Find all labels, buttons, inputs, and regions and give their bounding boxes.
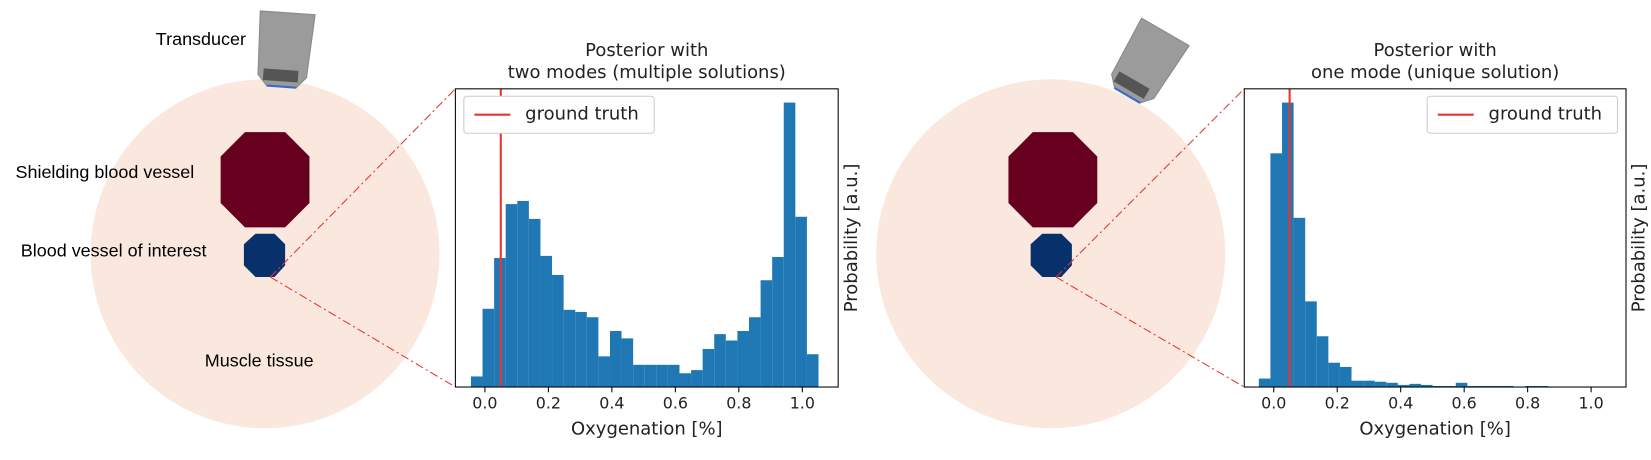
x-tick-label: 1.0	[1578, 393, 1603, 412]
legend-label: ground truth	[525, 104, 639, 125]
bar	[1363, 380, 1375, 388]
x-axis-label: Oxygenation [%]	[1359, 418, 1511, 439]
legend-box	[1426, 95, 1619, 134]
bar	[737, 330, 749, 388]
label: Muscle tissue	[205, 350, 314, 370]
label: Transducer	[156, 29, 246, 49]
transducer	[257, 10, 316, 89]
bar	[505, 204, 518, 388]
label: Shielding blood vessel	[15, 162, 194, 182]
phantom-left: Transducer Shielding blood vessel Blood …	[15, 10, 456, 429]
axes-frame	[1243, 88, 1627, 388]
bar	[772, 256, 784, 388]
legend-box	[463, 95, 655, 134]
bar	[621, 338, 634, 388]
zoom-line	[270, 276, 456, 388]
bar	[691, 370, 703, 388]
vessel-of-interest	[243, 233, 286, 278]
bar	[563, 309, 576, 388]
bar	[517, 200, 529, 388]
x-tick-label: 0.4	[1388, 393, 1413, 412]
bar	[633, 364, 645, 388]
transducer	[1111, 17, 1190, 104]
zoom-line	[1055, 88, 1245, 278]
x-tick-label: 0.6	[1452, 393, 1477, 412]
shielding-vessel	[1008, 132, 1098, 228]
bar	[1351, 380, 1364, 388]
chart-title: Posterior with	[585, 40, 708, 61]
bar	[1258, 378, 1271, 388]
chart-title: Posterior with	[1374, 40, 1497, 61]
bar	[1305, 301, 1317, 388]
bar	[1270, 153, 1283, 388]
bar	[575, 311, 587, 388]
bar	[586, 317, 599, 388]
bar	[1386, 382, 1398, 388]
bar	[1455, 382, 1468, 388]
bar	[552, 274, 564, 388]
x-tick-label: 1.0	[790, 393, 815, 412]
bar	[679, 373, 692, 388]
vessel-of-interest	[1030, 233, 1072, 278]
bar	[482, 308, 495, 388]
phantom-right	[876, 17, 1245, 429]
bar	[644, 364, 657, 388]
bar	[1397, 384, 1410, 388]
bar	[470, 376, 483, 388]
label: Blood vessel of interest	[21, 240, 207, 260]
bar	[702, 348, 715, 388]
bar	[1293, 217, 1306, 388]
axes-frame	[454, 88, 839, 388]
x-tick-label: 0.0	[1261, 393, 1286, 412]
bar	[667, 364, 680, 388]
bar	[806, 354, 819, 388]
bar	[609, 330, 622, 388]
bar	[1316, 336, 1329, 388]
chart-title: two modes (multiple solutions)	[508, 62, 786, 83]
bar	[540, 255, 553, 388]
x-tick-label: 0.6	[663, 393, 688, 412]
x-tick-label: 0.8	[726, 393, 751, 412]
x-tick-label: 0.4	[599, 393, 624, 412]
bar	[1328, 362, 1340, 388]
chart-title: one mode (unique solution)	[1311, 62, 1559, 83]
x-axis-label: Oxygenation [%]	[571, 418, 722, 439]
bar	[1374, 381, 1387, 388]
legend-label: ground truth	[1489, 104, 1603, 125]
bar	[656, 364, 668, 388]
bar	[725, 340, 738, 388]
y-axis-label: Probability [a.u.]	[1629, 164, 1650, 313]
bar	[1339, 366, 1352, 388]
shielding-vessel	[220, 132, 310, 228]
bar	[748, 317, 761, 388]
bar	[1421, 384, 1433, 388]
x-tick-label: 0.2	[1325, 393, 1350, 412]
bar	[1282, 102, 1294, 388]
bar	[760, 280, 773, 388]
x-tick-label: 0.2	[536, 393, 561, 412]
bar	[528, 218, 541, 388]
zoom-line	[269, 88, 456, 278]
x-tick-label: 0.0	[472, 393, 497, 412]
y-axis-label: Probability [a.u.]	[841, 164, 862, 313]
bar	[783, 102, 796, 388]
bar	[1409, 383, 1422, 388]
x-tick-label: 0.8	[1515, 393, 1540, 412]
zoom-line	[1055, 276, 1245, 388]
bar	[795, 216, 807, 388]
bar	[598, 356, 610, 388]
bar	[714, 334, 726, 388]
